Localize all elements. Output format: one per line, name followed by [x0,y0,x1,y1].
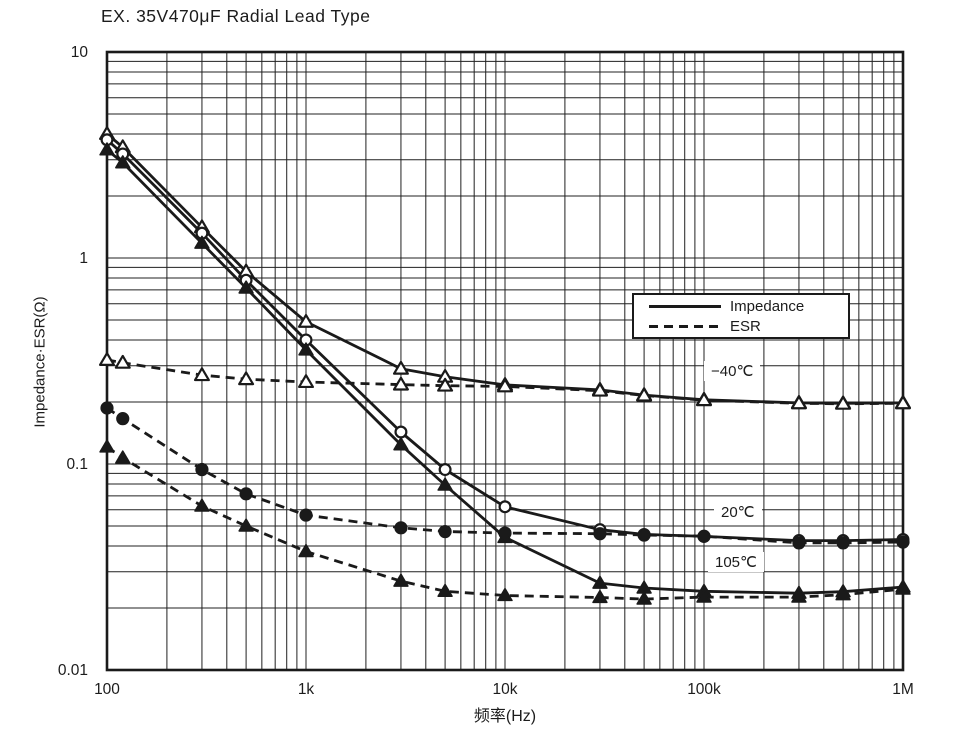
dashed-line-sample [649,324,721,328]
y-tick-label: 0.01 [58,662,88,679]
x-tick-label: 10k [493,681,518,698]
legend-row-impedance: Impedance [649,298,842,315]
y-tick-label: 10 [71,44,89,61]
x-tick-label: 1k [298,681,315,698]
x-tick-label: 100k [687,681,721,698]
x-axis-label: 频率(Hz) [473,708,537,725]
y-axis-label: Impedance·ESR(Ω) [31,296,49,428]
chart-title: EX. 35V470μF Radial Lead Type [101,6,371,26]
grid-lines [106,52,903,671]
curve-label-20c: 20℃ [714,502,762,522]
curve-label-minus40c: −40℃ [704,361,761,381]
x-tick-label: 1M [892,681,914,698]
series-line-2 [106,148,904,595]
y-tick-label: 1 [79,250,88,267]
series-line-5 [106,445,904,601]
legend-row-esr: ESR [649,318,842,335]
x-tick-label: 100 [94,681,120,698]
y-tick-label: 0.1 [66,456,88,473]
series-markers-4 [100,401,910,550]
legend-label-esr: ESR [730,317,761,335]
series-markers-3 [99,352,911,410]
legend-label-impedance: Impedance [730,297,805,315]
curve-label-105c: 105℃ [708,552,764,572]
series-markers-5 [99,439,911,605]
series-line-3 [106,358,904,406]
series-line-4 [106,406,904,545]
legend-box: Impedance ESR [632,293,850,339]
solid-line-sample [649,304,721,308]
series-line-1 [106,138,904,542]
